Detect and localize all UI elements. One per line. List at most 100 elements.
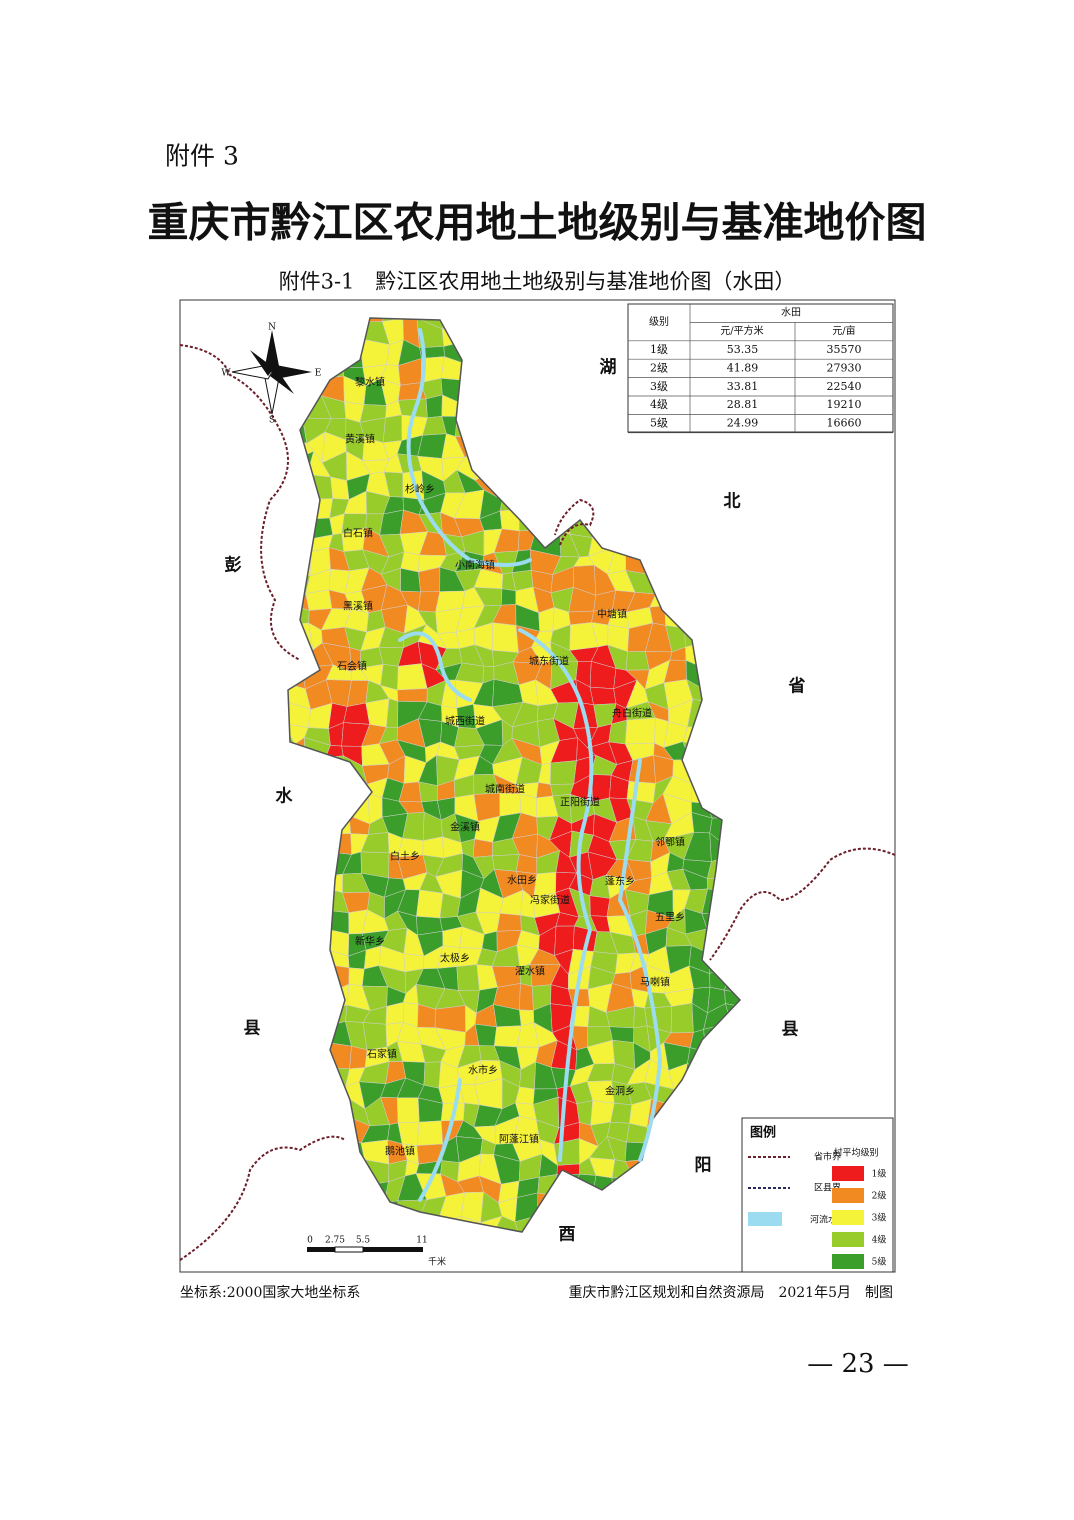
grade-patch [348,967,365,987]
province-border [554,498,595,546]
table-cell: 28.81 [727,398,759,411]
page-number: — 23 — [807,1349,909,1379]
table-cell: 2级 [650,361,668,374]
table-cell: 3级 [650,380,668,393]
scale-label: 0 [307,1236,313,1246]
neighbor-label: 酉 [559,1225,576,1245]
attachment-label: 附件 3 [165,142,239,171]
table-header: 水田 [781,307,801,319]
town-label: 新华乡 [355,935,385,948]
town-label: 五里乡 [655,912,685,924]
town-label: 正阳街道 [560,796,600,809]
compass-letter: E [315,369,322,379]
grade-patch [425,394,443,419]
grade-patch [576,1100,593,1126]
town-label: 阿蓬江镇 [499,1133,539,1146]
scale-segment [363,1247,423,1252]
legend-grade-label: 4级 [872,1234,887,1246]
town-label: 城西街道 [445,715,485,728]
legend-box [741,1117,894,1273]
table-header: 元/平方米 [720,324,763,337]
town-label: 濯水镇 [515,965,545,978]
table-cell: 35570 [827,343,862,356]
town-label: 金洞乡 [605,1085,635,1098]
town-label: 白土乡 [390,850,420,863]
river [398,631,472,702]
table-cell: 4级 [650,398,668,411]
town-label: 黎水镇 [355,376,385,389]
legend-swatch [832,1166,864,1181]
grade-patch [474,1023,497,1047]
river [406,328,532,567]
town-label: 小南海镇 [455,559,495,572]
legend-swatch-river [748,1212,782,1226]
maker-note: 重庆市黔江区规划和自然资源局 2021年5月 制图 [568,1284,893,1301]
rivers [398,328,663,1202]
grade-patch [417,433,447,459]
grade-patch [670,1002,694,1034]
compass-arm [272,365,312,379]
town-label: 鹅池镇 [385,1145,415,1158]
legend-swatch [832,1254,864,1269]
town-label: 金溪镇 [450,821,480,834]
compass-letter: S [269,416,275,426]
legend-grade-label: 3级 [872,1212,887,1224]
province-border [179,344,301,661]
legend-swatch [832,1232,864,1247]
grade-patch [589,686,617,706]
neighbor-label: 县 [782,1020,799,1040]
grade-patch [330,476,350,500]
town-label: 马喇镇 [640,976,670,989]
title: 重庆市黔江区农用地土地级别与基准地价图 [148,199,927,247]
table-border [627,303,894,433]
town-label: 城东街道 [529,655,569,668]
scale-label: 2.75 [325,1236,345,1246]
legend-line-label: 省市界 [814,1151,841,1163]
table-cell: 19210 [827,398,862,411]
grade-patch [349,1045,368,1070]
grade-patch [610,1103,633,1124]
table-cell: 1级 [650,343,668,356]
grade-patch [416,1120,444,1146]
crs-note: 坐标系:2000国家大地坐标系 [180,1284,360,1301]
grade-patch [519,983,534,1011]
grade-patch [492,854,520,872]
grade-patch [472,838,493,858]
grade-patch [416,889,444,919]
table-header: 元/亩 [832,324,855,337]
grade-patch [422,836,444,859]
table-cell: 27930 [827,361,862,374]
district-outline [287,317,742,1233]
scale-segment [307,1247,335,1252]
legend-grade-label: 1级 [872,1168,887,1180]
river [617,758,663,1162]
compass-arm [250,350,274,376]
grade-patch [400,567,421,593]
town-label: 石家镇 [367,1048,397,1061]
grade-patch [501,588,517,606]
grade-patch [589,895,611,917]
scale-unit: 千米 [428,1256,446,1268]
legend-swatch [832,1188,864,1203]
neighbor-label: 阳 [695,1156,712,1176]
compass-arm [270,368,294,394]
town-label: 石会镇 [337,660,367,673]
neighbor-label: 北 [724,492,741,512]
subtitle: 附件3-1 黔江区农用地土地级别与基准地价图（水田） [279,270,796,294]
scale-segment [334,1246,364,1253]
scale-label: 5.5 [356,1236,371,1246]
town-label: 中塘镇 [597,608,627,621]
river [518,628,594,1162]
legend-grade-title: 村平均级别 [833,1147,878,1159]
grade-patch [456,964,480,991]
table-cell: 5级 [650,417,668,430]
legend-grade-label: 5级 [872,1256,887,1268]
scale-label: 11 [416,1236,427,1246]
compass-letter: W [221,369,231,379]
grade-patch [365,698,390,728]
